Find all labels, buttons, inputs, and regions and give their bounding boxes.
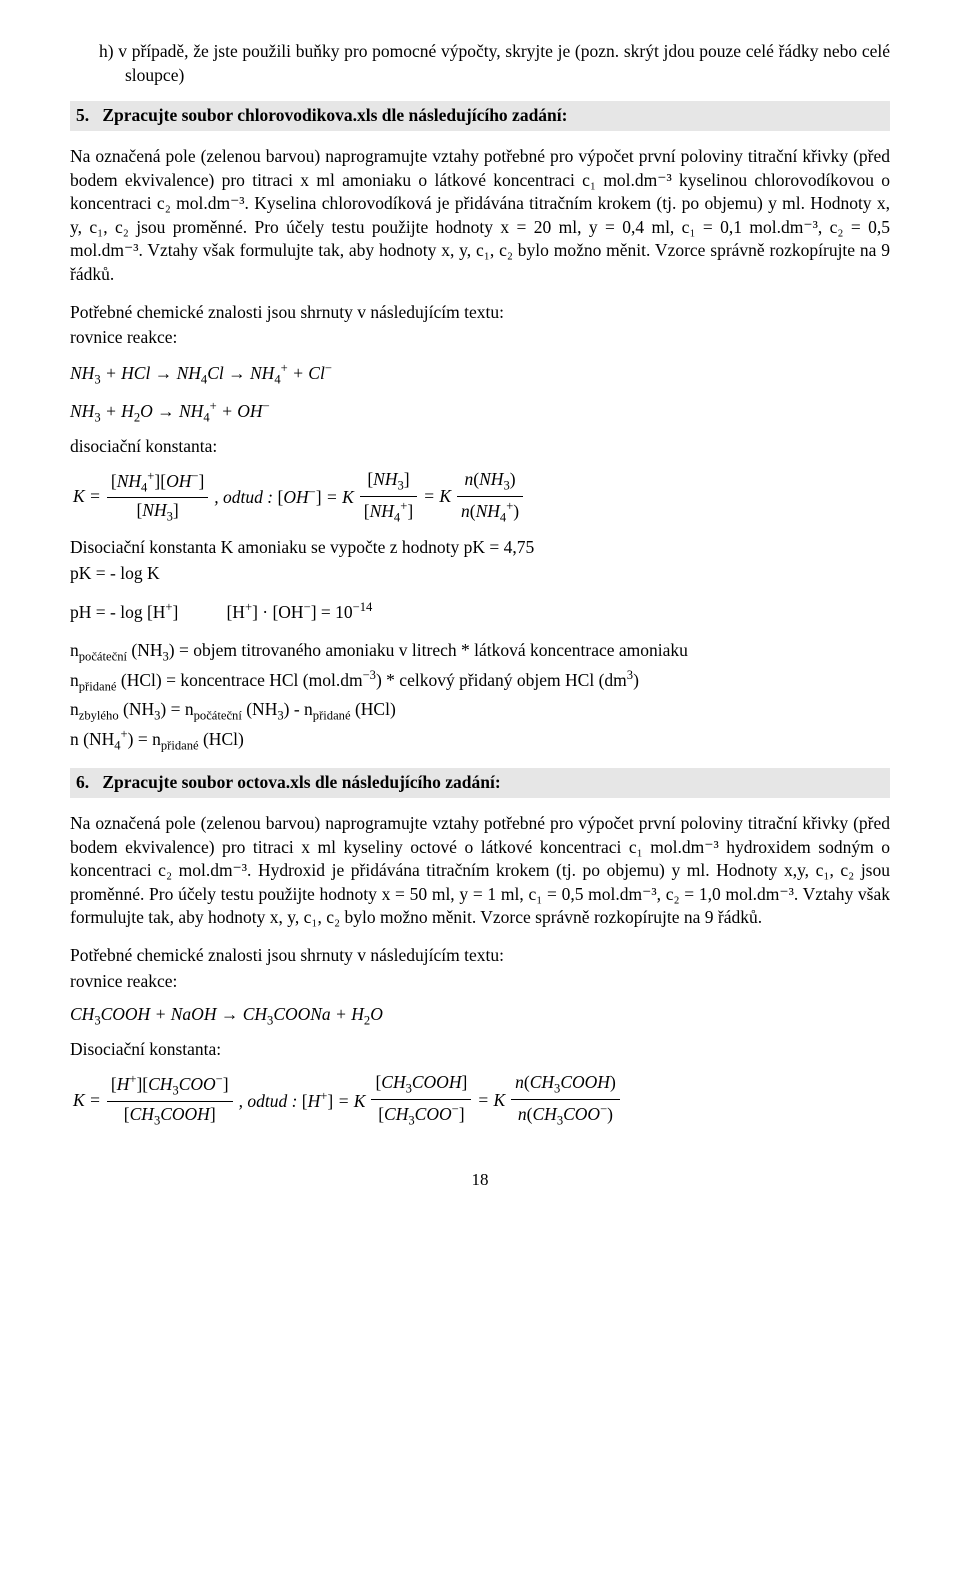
section-5-chem-intro-b: rovnice reakce: <box>70 326 890 350</box>
n-line-2: npřidané (HCl) = koncentrace HCl (mol.dm… <box>70 667 890 695</box>
section-6-heading: 6. Zpracujte soubor octova.xls dle násle… <box>70 768 890 798</box>
reaction-eq-3: CH3COOH + NaOH → CH3COONa + H2O <box>70 1003 890 1030</box>
ph-line: pH = - log [H+] [H+] · [OH−] = 10−14 <box>70 599 890 624</box>
section-6-chem-intro-b: rovnice reakce: <box>70 970 890 994</box>
reaction-eq-1: NH3 + HCl → NH4Cl → NH4+ + Cl− <box>70 360 890 388</box>
document-page: h) v případě, že jste použili buňky pro … <box>0 0 960 1222</box>
k-equation-2: K = [H+][CH3COO−] [CH3COOH] , odtud : [H… <box>70 1071 890 1129</box>
list-item-text: v případě, že jste použili buňky pro pom… <box>118 41 890 85</box>
reaction-eq-2: NH3 + H2O → NH4+ + OH− <box>70 398 890 426</box>
k-equation: K = [NH4+][OH−] [NH3] , odtud : [OH−] = … <box>70 468 890 526</box>
n-line-1: npočáteční (NH3) = objem titrovaného amo… <box>70 639 890 666</box>
section-6-chem-intro-a: Potřebné chemické znalosti jsou shrnuty … <box>70 944 890 968</box>
section-6-title: Zpracujte soubor octova.xls dle následuj… <box>102 772 500 792</box>
section-5-paragraph-1: Na označená pole (zelenou barvou) naprog… <box>70 145 890 287</box>
section-5-title: Zpracujte soubor chlorovodikova.xls dle … <box>102 105 567 125</box>
section-5-heading: 5. Zpracujte soubor chlorovodikova.xls d… <box>70 101 890 131</box>
list-item-label: h) <box>99 41 114 61</box>
n-line-3: nzbylého (NH3) = npočáteční (NH3) - npři… <box>70 698 890 725</box>
n-line-4: n (NH4+) = npřidané (HCl) <box>70 726 890 754</box>
k-line-1: Disociační konstanta K amoniaku se vypoč… <box>70 536 890 560</box>
k-line-2: pK = - log K <box>70 562 890 586</box>
section-6-disoc-label: Disociační konstanta: <box>70 1038 890 1062</box>
list-item-h: h) v případě, že jste použili buňky pro … <box>70 40 890 87</box>
section-6-paragraph-1: Na označená pole (zelenou barvou) naprog… <box>70 812 890 930</box>
section-5-number: 5. <box>76 104 98 128</box>
section-5-chem-intro-a: Potřebné chemické znalosti jsou shrnuty … <box>70 301 890 325</box>
disoc-const-label: disociační konstanta: <box>70 435 890 459</box>
section-6-number: 6. <box>76 771 98 795</box>
page-number: 18 <box>70 1169 890 1192</box>
